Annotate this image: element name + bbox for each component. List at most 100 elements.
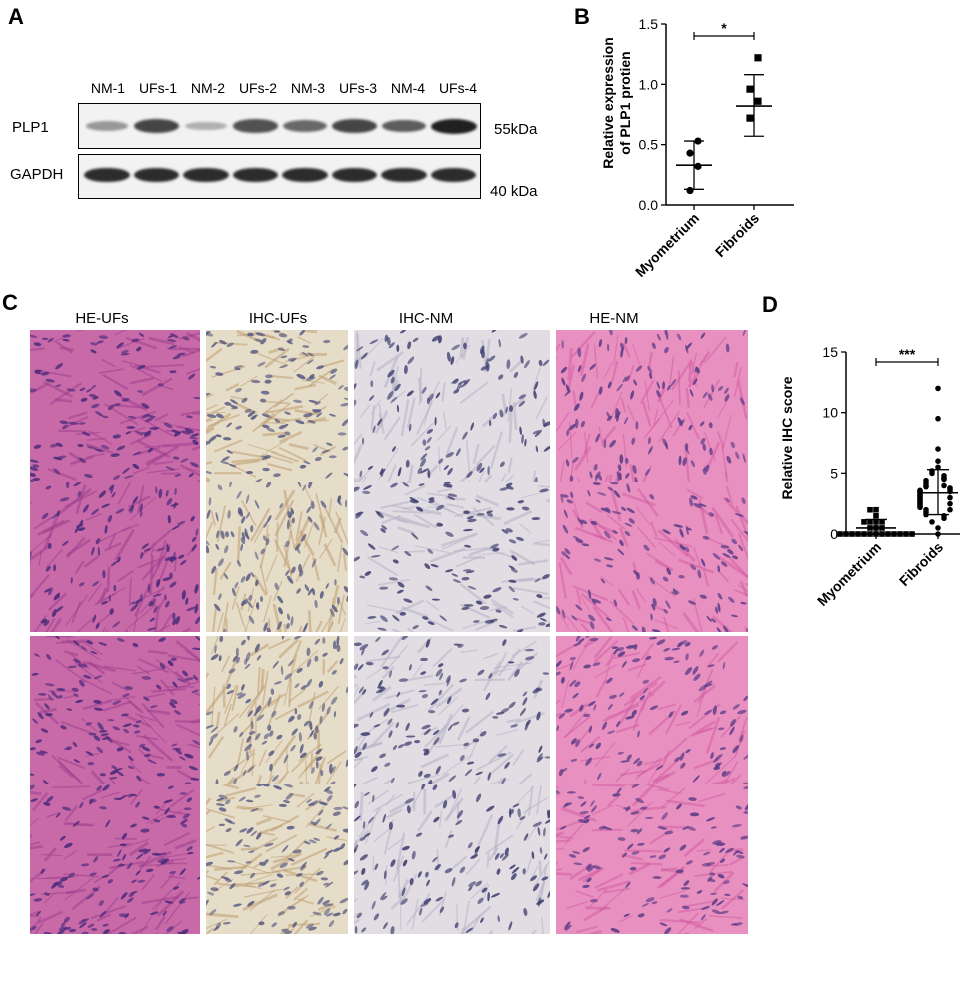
data-point xyxy=(941,515,947,522)
cell-nucleus xyxy=(435,896,444,902)
cell-nucleus xyxy=(39,750,48,754)
cell-nucleus xyxy=(477,897,484,904)
cell-nucleus xyxy=(163,422,173,429)
cell-nucleus xyxy=(292,849,302,854)
tissue-fiber xyxy=(654,758,680,782)
cell-nucleus xyxy=(323,339,331,344)
tissue-fiber xyxy=(438,697,458,715)
cell-nucleus xyxy=(524,360,530,369)
cell-nucleus xyxy=(51,512,60,519)
tissue-fiber xyxy=(386,808,403,819)
tissue-fiber xyxy=(58,760,84,784)
cell-nucleus xyxy=(579,391,584,401)
blot-band xyxy=(232,167,279,183)
cell-nucleus xyxy=(279,862,288,869)
cell-nucleus xyxy=(78,582,85,587)
cell-nucleus xyxy=(253,710,259,717)
cell-nucleus xyxy=(732,555,739,560)
cell-nucleus xyxy=(727,548,734,555)
cell-nucleus xyxy=(362,688,367,695)
cell-nucleus xyxy=(62,540,69,547)
tissue-fiber xyxy=(622,342,631,358)
cell-nucleus xyxy=(136,346,142,352)
tissue-fiber xyxy=(391,704,419,714)
tissue-fiber xyxy=(116,569,134,583)
tissue-fiber xyxy=(206,927,214,934)
cell-nucleus xyxy=(78,422,86,425)
cell-nucleus xyxy=(516,629,524,632)
cell-nucleus xyxy=(328,413,336,417)
cell-nucleus xyxy=(390,859,396,868)
cell-nucleus xyxy=(580,420,585,428)
cell-nucleus xyxy=(562,524,569,534)
cell-nucleus xyxy=(140,828,150,833)
cell-nucleus xyxy=(466,471,473,479)
cell-nucleus xyxy=(564,390,571,397)
cell-nucleus xyxy=(421,724,431,730)
cell-nucleus xyxy=(481,887,488,893)
cell-nucleus xyxy=(538,745,543,753)
cell-nucleus xyxy=(692,775,700,783)
cell-nucleus xyxy=(404,551,412,557)
cell-nucleus xyxy=(307,587,314,596)
cell-nucleus xyxy=(109,608,114,615)
cell-nucleus xyxy=(137,879,146,883)
tissue-fiber xyxy=(308,367,335,388)
cell-nucleus xyxy=(176,931,187,934)
cell-nucleus xyxy=(323,908,331,916)
cell-nucleus xyxy=(206,711,213,716)
tissue-fiber xyxy=(475,494,500,507)
cell-nucleus xyxy=(336,636,340,645)
cell-nucleus xyxy=(704,709,712,715)
data-point xyxy=(917,504,923,511)
cell-nucleus xyxy=(63,916,70,923)
cell-nucleus xyxy=(359,836,366,841)
cell-nucleus xyxy=(259,595,264,602)
cell-nucleus xyxy=(284,673,293,680)
cell-nucleus xyxy=(697,569,702,579)
cell-nucleus xyxy=(210,733,219,740)
cell-nucleus xyxy=(66,482,70,489)
cell-nucleus xyxy=(522,691,528,697)
cell-nucleus xyxy=(621,660,627,668)
cell-nucleus xyxy=(459,678,467,683)
cell-nucleus xyxy=(330,368,338,374)
cell-nucleus xyxy=(78,457,87,463)
cell-nucleus xyxy=(167,515,171,524)
cell-nucleus xyxy=(446,351,451,362)
tissue-fiber xyxy=(100,791,121,799)
cell-nucleus xyxy=(240,576,246,583)
tissue-fiber xyxy=(233,459,260,466)
cell-nucleus xyxy=(280,665,284,676)
cell-nucleus xyxy=(685,525,689,536)
cell-nucleus xyxy=(504,847,509,856)
cell-nucleus xyxy=(732,704,740,710)
tissue-fiber xyxy=(522,796,548,814)
cell-nucleus xyxy=(262,880,270,886)
cell-nucleus xyxy=(610,928,620,933)
cell-nucleus xyxy=(286,825,295,830)
data-point xyxy=(935,385,941,392)
tissue-fiber xyxy=(244,873,273,885)
cell-nucleus xyxy=(99,910,107,918)
cell-nucleus xyxy=(508,701,516,709)
tissue-fiber xyxy=(45,617,56,632)
cell-nucleus xyxy=(743,753,748,760)
tissue-background xyxy=(354,784,550,934)
cell-nucleus xyxy=(99,806,107,810)
tissue-fiber xyxy=(114,837,137,841)
cell-nucleus xyxy=(575,538,584,544)
data-point xyxy=(873,506,879,513)
cell-nucleus xyxy=(721,770,727,776)
cell-nucleus xyxy=(667,384,672,391)
tissue-fiber xyxy=(591,828,623,832)
cell-nucleus xyxy=(281,845,289,853)
cell-nucleus xyxy=(566,791,576,794)
cell-nucleus xyxy=(623,913,630,917)
cell-nucleus xyxy=(359,575,366,579)
tissue-fiber xyxy=(212,567,218,596)
cell-nucleus xyxy=(206,392,211,396)
cell-nucleus xyxy=(711,909,721,914)
cell-nucleus xyxy=(563,509,568,519)
cell-nucleus xyxy=(521,434,524,444)
